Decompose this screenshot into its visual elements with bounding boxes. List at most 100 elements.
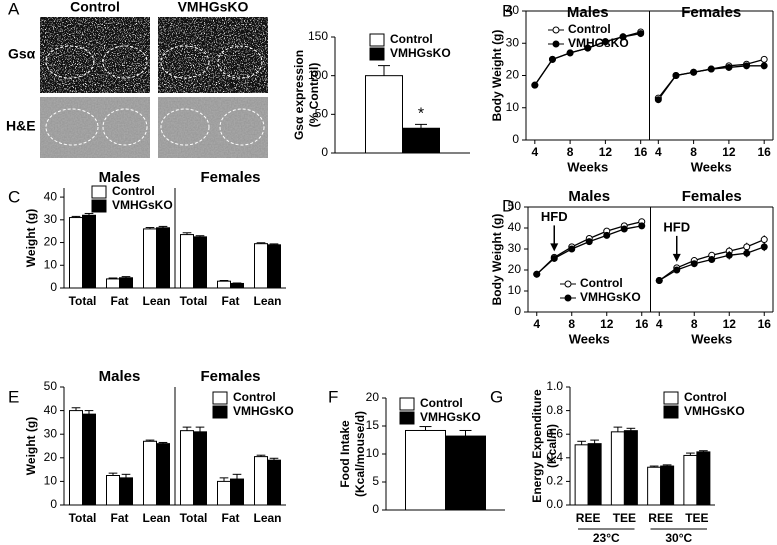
x-tick-label: Fat [111,511,129,525]
y-axis-label: Weight (g) [24,209,38,267]
error-bar [121,276,131,278]
error-bar [145,227,155,229]
point [566,49,574,57]
legend-label: Control [684,390,727,404]
region-outline [219,108,265,146]
y-axis-label: Weight (g) [24,417,38,475]
bar [267,459,281,506]
series-line [536,225,642,275]
x-axis-label: Weeks [569,331,610,346]
y-tick-label: 0.6 [546,426,563,440]
point [548,55,556,63]
y-tick-label: 40 [44,403,58,417]
x-axis-label: Weeks [691,159,732,174]
bar [143,228,157,289]
column-label: Control [70,0,120,15]
x-tick-label: Lean [253,511,281,525]
legend-label: Control [580,276,623,290]
y-tick-label: 40 [44,189,58,203]
bar [156,227,170,289]
chart: E Weight (g) 0 10 20 30 40 50 Males Females Contro… [8,368,294,525]
point [743,62,751,70]
bar [119,277,133,289]
group-label: 30°C [665,531,692,545]
bar [143,440,157,506]
bar [365,75,403,154]
error-bar [71,215,81,218]
panel-label: F [328,387,338,406]
legend-swatch [212,405,228,419]
point [638,222,646,230]
facet-title: Males [99,368,141,385]
x-tick-label: 4 [655,145,662,159]
y-tick-label: 30 [44,212,58,226]
region-outline [102,45,148,79]
error-bar [232,473,242,480]
point [707,65,715,73]
bar [660,465,675,506]
y-tick-label: 50 [315,107,329,121]
y-tick-label: 10 [44,257,58,271]
legend-marker [564,280,572,288]
bar [156,443,170,506]
error-bar [459,429,472,437]
panel-label: D [502,196,514,215]
error-bar [626,427,636,431]
x-tick-label: 16 [758,317,772,331]
legend-swatch [663,405,679,419]
y-tick-label: 50 [508,199,522,213]
bar [193,236,207,289]
x-tick-label: Total [69,511,97,525]
error-bar [613,426,623,432]
x-tick-label: Fat [222,511,240,525]
y-tick-label: 0.8 [546,403,563,417]
point [725,251,733,259]
error-bar [415,123,427,129]
legend-swatch [663,391,679,405]
legend-label: VMHGsKO [684,404,745,418]
point [760,55,768,63]
error-bar [378,65,390,76]
x-tick-label: 12 [723,317,737,331]
legend-swatch [369,47,385,61]
y-tick-label: 0.0 [546,497,563,511]
bar [267,244,281,289]
x-tick-label: 16 [634,145,648,159]
chart: G Energy Expenditure (Kcal/h) 0.0 0.2 0.4 0.6 0… [490,379,745,545]
annotation: HFD [663,219,690,234]
error-bar [269,243,279,245]
legend-label: Control [233,390,276,404]
y-tick-label: 50 [44,379,58,393]
legend-swatch [399,411,415,425]
bar [217,480,231,506]
error-bar [577,440,586,445]
point [725,63,733,71]
error-bar [649,465,659,468]
bar [82,214,96,289]
point [637,30,645,38]
point [531,81,539,89]
panel-label: B [502,1,513,20]
legend-swatch [369,33,385,47]
error-bar [158,441,168,444]
facet-title: Males [568,188,610,205]
legend-label: Control [390,32,433,46]
chart: Gsα expression (% Control) 0 50 100 150 Contro… [292,29,470,159]
legend-marker [564,294,572,302]
error-bar [219,280,229,282]
facet-title: Females [682,188,742,205]
bar [230,478,244,506]
y-axis-label: Body Weight (g) [490,30,504,122]
y-tick-label: 20 [366,390,380,404]
point [760,62,768,70]
legend-marker [552,26,560,34]
legend-label: VMHGsKO [420,410,481,424]
point [619,33,627,41]
group-label: 23°C [593,531,620,545]
point [654,96,662,104]
x-tick-label: 8 [567,145,574,159]
point [603,231,611,239]
